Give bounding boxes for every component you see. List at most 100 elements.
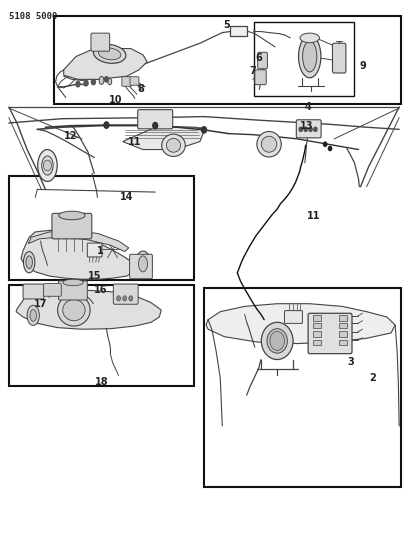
FancyBboxPatch shape (122, 77, 132, 86)
Polygon shape (64, 49, 147, 79)
Circle shape (129, 296, 133, 301)
Ellipse shape (262, 136, 277, 152)
Polygon shape (21, 230, 135, 279)
FancyBboxPatch shape (284, 311, 302, 324)
Text: 6: 6 (255, 53, 262, 62)
FancyBboxPatch shape (58, 281, 87, 300)
Text: 3: 3 (347, 357, 354, 367)
Text: 7: 7 (249, 66, 256, 76)
FancyBboxPatch shape (130, 254, 152, 279)
Bar (254, 22, 355, 96)
Text: 5108 5000: 5108 5000 (9, 12, 57, 21)
Text: 5: 5 (223, 20, 230, 30)
Text: 2: 2 (369, 373, 376, 383)
Ellipse shape (262, 322, 293, 360)
Polygon shape (16, 290, 161, 329)
Ellipse shape (299, 35, 321, 78)
Ellipse shape (63, 300, 85, 321)
Circle shape (104, 122, 109, 128)
Text: 4: 4 (304, 102, 311, 112)
Circle shape (76, 82, 80, 87)
Circle shape (309, 127, 312, 132)
Bar (313, 340, 321, 345)
FancyBboxPatch shape (43, 284, 61, 296)
Circle shape (84, 80, 88, 86)
Ellipse shape (108, 78, 112, 85)
Text: 13: 13 (300, 120, 313, 131)
Text: 17: 17 (34, 298, 47, 309)
Ellipse shape (93, 44, 126, 63)
Circle shape (91, 79, 95, 85)
Ellipse shape (99, 76, 104, 84)
Bar (313, 323, 321, 328)
Circle shape (43, 160, 51, 171)
Polygon shape (28, 230, 129, 252)
Text: 18: 18 (95, 377, 109, 387)
Text: 9: 9 (359, 61, 366, 70)
Bar (313, 316, 321, 321)
FancyBboxPatch shape (91, 33, 110, 51)
Ellipse shape (303, 41, 317, 72)
Ellipse shape (98, 48, 121, 60)
FancyBboxPatch shape (23, 284, 44, 299)
Circle shape (304, 127, 307, 132)
Circle shape (123, 296, 127, 301)
Ellipse shape (58, 294, 90, 326)
Ellipse shape (24, 252, 35, 273)
Bar (313, 332, 321, 337)
Ellipse shape (63, 279, 83, 286)
Text: 16: 16 (93, 286, 107, 295)
Circle shape (299, 127, 302, 132)
Ellipse shape (257, 132, 281, 157)
Ellipse shape (162, 134, 185, 157)
Circle shape (153, 123, 157, 129)
Text: 11: 11 (307, 211, 321, 221)
Circle shape (324, 142, 327, 147)
Polygon shape (206, 304, 395, 344)
Ellipse shape (139, 256, 147, 272)
FancyBboxPatch shape (308, 313, 352, 354)
Ellipse shape (267, 329, 287, 353)
FancyBboxPatch shape (52, 213, 92, 239)
Bar (231, 26, 247, 36)
Ellipse shape (300, 33, 319, 43)
Circle shape (314, 127, 317, 132)
FancyBboxPatch shape (258, 52, 267, 69)
Text: 11: 11 (128, 136, 142, 147)
FancyBboxPatch shape (130, 77, 139, 85)
Circle shape (202, 127, 206, 133)
Bar (9, 176, 194, 280)
Ellipse shape (38, 150, 57, 181)
Text: 12: 12 (64, 131, 78, 141)
Polygon shape (123, 127, 204, 150)
Text: 1: 1 (97, 246, 104, 255)
Ellipse shape (166, 139, 181, 152)
Text: 14: 14 (120, 192, 133, 203)
Text: 10: 10 (109, 95, 122, 105)
Text: 8: 8 (137, 84, 144, 94)
FancyBboxPatch shape (255, 70, 266, 85)
FancyBboxPatch shape (333, 43, 346, 73)
Text: 15: 15 (88, 271, 102, 280)
Bar (9, 285, 194, 386)
Ellipse shape (42, 156, 53, 175)
Circle shape (117, 296, 121, 301)
Bar (53, 15, 401, 104)
Ellipse shape (59, 211, 85, 220)
Bar (339, 323, 347, 328)
Ellipse shape (135, 251, 151, 277)
FancyBboxPatch shape (138, 110, 173, 129)
FancyBboxPatch shape (296, 120, 321, 138)
FancyBboxPatch shape (87, 243, 102, 257)
Circle shape (270, 332, 284, 351)
Ellipse shape (27, 305, 39, 326)
Circle shape (328, 147, 332, 151)
Bar (204, 288, 401, 487)
Ellipse shape (26, 256, 32, 269)
Bar (339, 332, 347, 337)
Bar (339, 340, 347, 345)
Bar (339, 316, 347, 321)
Circle shape (104, 77, 109, 82)
FancyBboxPatch shape (113, 284, 138, 304)
Ellipse shape (30, 310, 36, 321)
